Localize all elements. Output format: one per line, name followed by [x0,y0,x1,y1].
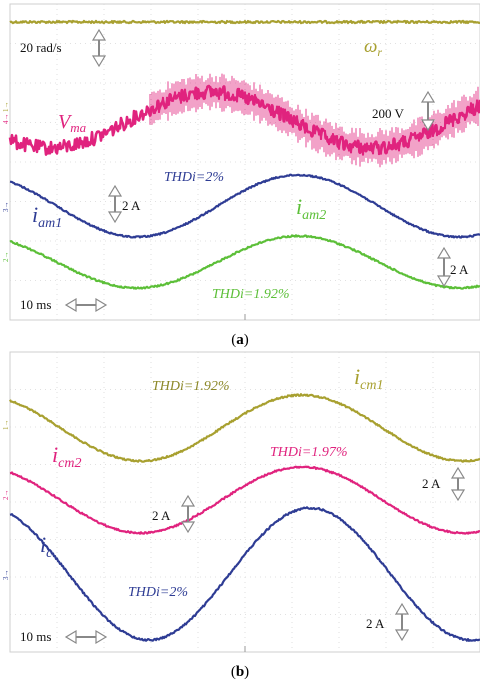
icm2-scale-arrow [180,494,196,534]
current1-scale-arrow [107,184,123,224]
trace-vma-ripple [149,73,479,168]
trace-omega-r [9,19,480,25]
thd-label-iam1: THDi=2% [164,170,224,185]
icm2-scale-label: 2 A [152,508,171,523]
series-label-iam2-main: i [296,194,302,219]
ic-scale-label: 2 A [366,616,385,631]
time-scale-arrow-b [64,629,108,645]
caption-b-letter: b [236,664,244,680]
thd-label-icm1: THDi=1.92% [152,379,230,394]
icm1-scale-label: 2 A [422,476,441,491]
caption-b: (b) [231,664,249,680]
trace-iam1 [9,173,480,239]
series-label-vma-main: V [58,111,73,133]
speed-scale-label: 20 rad/s [20,40,62,55]
caption-a: (a) [231,332,249,348]
panel-b: 1→ 2→ 3→ THDi=1.92% THDi=1.97% THDi=2% i… [2,351,480,653]
voltage-scale-arrow [420,90,436,132]
panel-a: 1→ 4→ 3→ 2→ 20 rad/s 200 V 2 A 2 A [2,3,480,321]
thd-label-ic: THDi=2% [128,585,188,600]
channel-marker-4: 4→ [2,114,10,125]
trace-icm2 [9,465,480,535]
series-label-icm2-main: i [52,442,58,467]
series-label-omega-r-sub: r [377,45,382,59]
time-scale-arrow [64,297,108,313]
series-label-icm1-sub: cm1 [360,378,383,393]
series-label-omega-r: ωr [364,36,382,59]
ic-scale-arrow [394,602,410,642]
series-label-iam2-sub: am2 [302,208,326,223]
series-label-icm1-main: i [354,364,360,389]
series-label-icm1: icm1 [354,364,383,393]
voltage-scale-label: 200 V [372,106,405,121]
channel-marker-2: 2→ [2,252,10,263]
caption-a-letter: a [236,332,244,348]
series-label-ic-sub: c [46,546,53,561]
series-label-vma: Vma [58,111,87,135]
series-label-iam1-main: i [32,202,38,227]
current2-scale-label: 2 A [450,262,469,277]
trace-ic [9,506,480,642]
channel-marker-3: 3→ [2,202,10,213]
panel-a-grid [10,4,480,320]
icm1-scale-arrow [450,466,466,502]
time-scale-label-b: 10 ms [20,629,51,644]
trace-iam2 [9,234,480,290]
trace-icm1 [9,393,480,463]
series-label-vma-sub: ma [70,120,86,135]
thd-label-icm2: THDi=1.97% [270,445,348,460]
current2-scale-arrow [436,246,452,288]
panel-b-traces [9,393,480,642]
series-label-icm2-sub: cm2 [58,456,81,471]
series-label-iam1: iam1 [32,202,62,231]
series-label-iam2: iam2 [296,194,326,223]
channel-marker-b3: 3→ [2,570,10,581]
channel-marker-b1: 1→ [2,420,10,431]
series-label-iam1-sub: am1 [38,216,62,231]
panel-a-traces [8,19,480,290]
thd-label-iam2: THDi=1.92% [212,287,290,302]
speed-scale-arrow [91,28,107,68]
channel-marker-1: 1→ [2,102,10,113]
series-label-icm2: icm2 [52,442,81,471]
series-label-ic: ic [40,532,53,561]
time-scale-label: 10 ms [20,297,51,312]
current1-scale-label: 2 A [122,198,141,213]
series-label-ic-main: i [40,532,46,557]
series-label-omega-r-main: ω [364,36,377,57]
channel-marker-b2: 2→ [2,490,10,501]
